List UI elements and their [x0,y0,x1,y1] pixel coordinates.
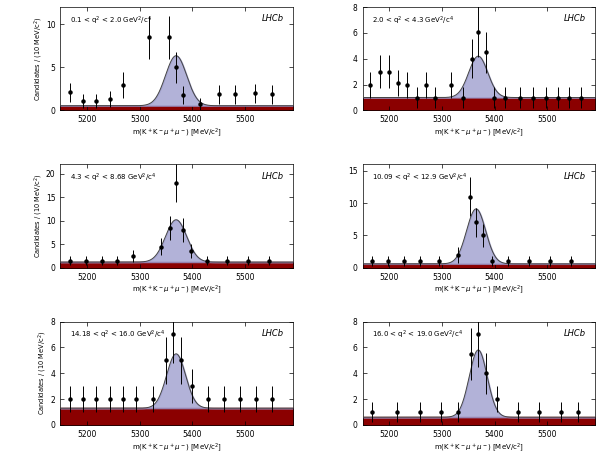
Y-axis label: Candidates / (10 MeV/c$^2$): Candidates / (10 MeV/c$^2$) [37,331,50,415]
Y-axis label: Candidates / (10 MeV/c$^2$): Candidates / (10 MeV/c$^2$) [32,174,45,258]
Text: LHCb: LHCb [564,329,586,338]
Text: LHCb: LHCb [262,171,283,181]
Y-axis label: Candidates / (10 MeV/c$^2$): Candidates / (10 MeV/c$^2$) [32,17,45,101]
Text: LHCb: LHCb [564,171,586,181]
Text: 0.1 < q$^2$ < 2.0 GeV$^2$/c$^4$: 0.1 < q$^2$ < 2.0 GeV$^2$/c$^4$ [69,14,152,27]
X-axis label: m(K$^+$K$^-\mu^+\mu^-$) [MeV/c$^2$]: m(K$^+$K$^-\mu^+\mu^-$) [MeV/c$^2$] [132,283,222,297]
X-axis label: m(K$^+$K$^-\mu^+\mu^-$) [MeV/c$^2$]: m(K$^+$K$^-\mu^+\mu^-$) [MeV/c$^2$] [132,441,222,454]
Text: 4.3 < q$^2$ < 8.68 GeV$^2$/c$^4$: 4.3 < q$^2$ < 8.68 GeV$^2$/c$^4$ [69,171,156,184]
Text: 10.09 < q$^2$ < 12.9 GeV$^2$/c$^4$: 10.09 < q$^2$ < 12.9 GeV$^2$/c$^4$ [372,171,467,184]
X-axis label: m(K$^+$K$^-\mu^+\mu^-$) [MeV/c$^2$]: m(K$^+$K$^-\mu^+\mu^-$) [MeV/c$^2$] [434,127,524,139]
Text: 16.0 < q$^2$ < 19.0 GeV$^2$/c$^4$: 16.0 < q$^2$ < 19.0 GeV$^2$/c$^4$ [372,329,463,341]
X-axis label: m(K$^+$K$^-\mu^+\mu^-$) [MeV/c$^2$]: m(K$^+$K$^-\mu^+\mu^-$) [MeV/c$^2$] [434,441,524,454]
Text: 14.18 < q$^2$ < 16.0 GeV$^2$/c$^4$: 14.18 < q$^2$ < 16.0 GeV$^2$/c$^4$ [69,329,165,341]
X-axis label: m(K$^+$K$^-\mu^+\mu^-$) [MeV/c$^2$]: m(K$^+$K$^-\mu^+\mu^-$) [MeV/c$^2$] [434,283,524,297]
Text: 2.0 < q$^2$ < 4.3 GeV$^2$/c$^4$: 2.0 < q$^2$ < 4.3 GeV$^2$/c$^4$ [372,14,454,27]
Text: LHCb: LHCb [564,14,586,23]
Text: LHCb: LHCb [262,329,283,338]
Text: LHCb: LHCb [262,14,283,23]
X-axis label: m(K$^+$K$^-\mu^+\mu^-$) [MeV/c$^2$]: m(K$^+$K$^-\mu^+\mu^-$) [MeV/c$^2$] [132,127,222,139]
